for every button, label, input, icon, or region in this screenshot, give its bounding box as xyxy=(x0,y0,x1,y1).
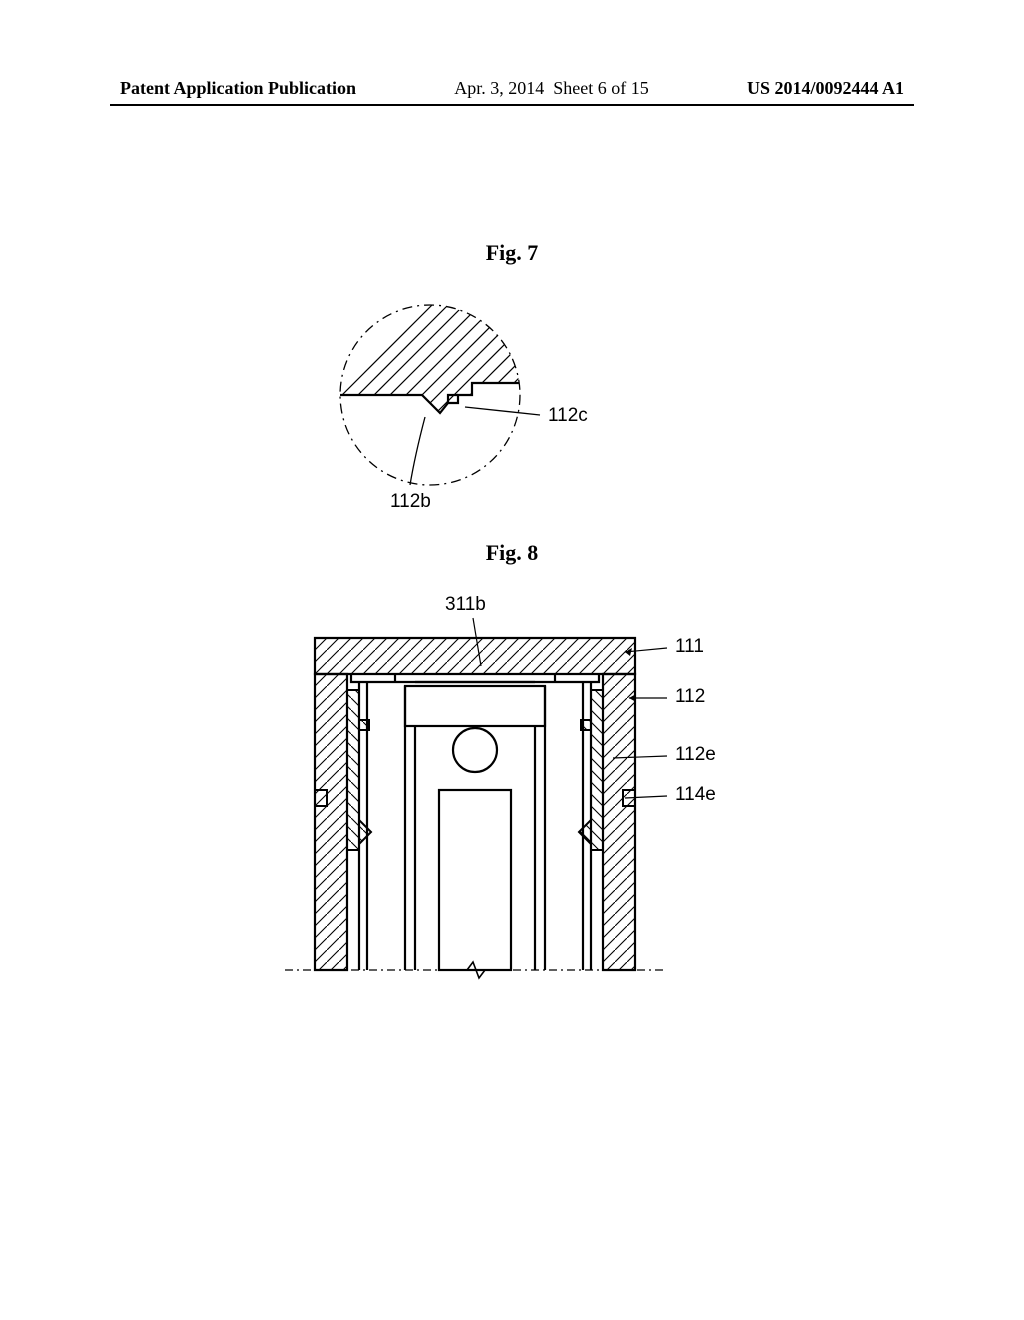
fig7-label: Fig. 7 xyxy=(0,240,1024,266)
callout-112: 112 xyxy=(675,686,705,707)
fig8-drawing: 311b xyxy=(255,590,785,1000)
callout-112e: 112e xyxy=(675,744,716,765)
page-header: Patent Application Publication Apr. 3, 2… xyxy=(0,78,1024,99)
fig8-label: Fig. 8 xyxy=(0,540,1024,566)
pub-number: US 2014/0092444 A1 xyxy=(747,78,904,99)
callout-111: 111 xyxy=(675,636,704,657)
callout-311b: 311b xyxy=(445,594,486,615)
fig7-drawing: 112c 112b xyxy=(330,295,650,515)
pub-date-sheet: Apr. 3, 2014 Sheet 6 of 15 xyxy=(454,78,648,99)
callout-112b: 112b xyxy=(390,491,431,512)
header-rule xyxy=(110,104,914,106)
callout-114e: 114e xyxy=(675,784,716,805)
pub-title: Patent Application Publication xyxy=(120,78,356,99)
callout-112c: 112c xyxy=(548,405,588,426)
